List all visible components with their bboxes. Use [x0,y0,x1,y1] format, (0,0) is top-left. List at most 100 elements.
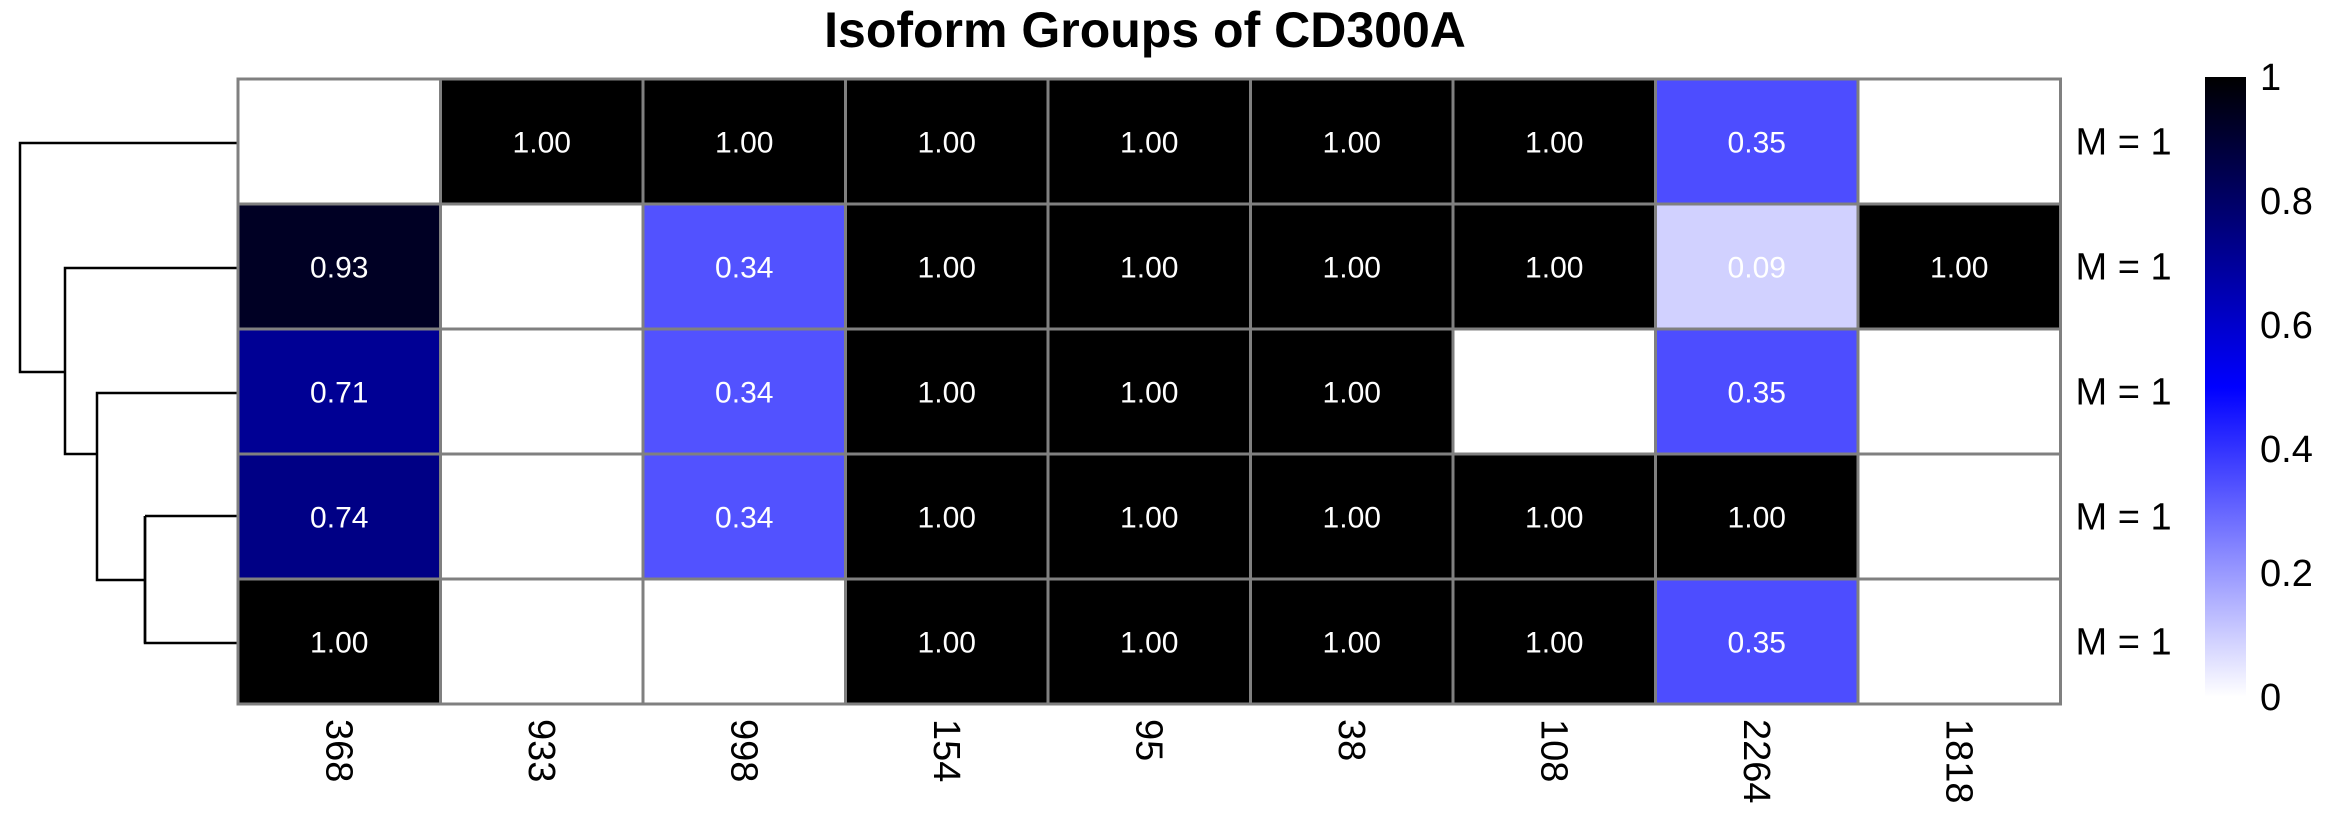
cell-value-label: 1.00 [310,627,368,660]
cell-value-label: 1.00 [1323,127,1381,160]
cell-value-label: 1.00 [918,252,976,285]
row-label: M = 1 [2076,372,2172,414]
cell-value-label: 1.00 [715,127,773,160]
heatmap-cell [1451,452,1657,581]
heatmap-cell [439,452,645,581]
cell-value-label: 1.00 [918,502,976,535]
heatmap-cell [844,327,1050,456]
heatmap-cell [439,202,645,331]
legend-tick-label: 0.8 [2260,181,2313,223]
heatmap-cells: 1.00 1.00 1.00 1.00 1.00 1.00 0.35 0.93 0.34 1.00… [236,77,2062,706]
heatmap-cell [641,452,847,581]
cell-value-label: 1.00 [918,627,976,660]
heatmap-cell [1046,452,1252,581]
cell-value-label: 1.00 [918,127,976,160]
cell-value-label: 1.00 [918,377,976,410]
heatmap-cell [1451,77,1657,206]
heatmap-cell [1654,452,1860,581]
heatmap-cell [1046,327,1252,456]
legend-tick-label: 1 [2260,57,2281,99]
heatmap-cell [1856,327,2062,456]
heatmap-cell [439,77,645,206]
row-dendrogram [18,141,237,645]
row-label: M = 1 [2076,622,2172,664]
cell-value-label: 0.34 [715,252,773,285]
heatmap-cell [439,577,645,706]
chart-title: Isoform Groups of CD300A [824,2,1466,58]
heatmap-cell [236,202,442,331]
cell-value-label: 1.00 [1525,127,1583,160]
legend-tick-label: 0.4 [2260,429,2313,471]
heatmap-cell [1046,577,1252,706]
heatmap-cell [1856,452,2062,581]
column-label: 933 [520,719,562,782]
heatmap-cell [1856,577,2062,706]
dendrogram-branch [18,141,237,256]
heatmap-cell [641,327,847,456]
cell-value-label: 1.00 [1323,377,1381,410]
cell-value-label: 1.00 [513,127,571,160]
heatmap-cell [439,327,645,456]
heatmap-cell [844,77,1050,206]
heatmap-cell [236,577,442,706]
dendrogram-branch [63,266,237,330]
cell-value-label: 0.34 [715,377,773,410]
cell-value-label: 0.74 [310,502,368,535]
column-label: 1818 [1937,719,1979,804]
cell-value-label: 1.00 [1728,502,1786,535]
cell-value-label: 0.35 [1728,127,1786,160]
cell-value-label: 0.09 [1728,252,1786,285]
heatmap-cell [236,452,442,581]
heatmap-cell [236,77,442,206]
row-label: M = 1 [2076,497,2172,539]
column-label: 38 [1330,719,1372,761]
cell-value-label: 1.00 [1930,252,1988,285]
cell-value-label: 0.34 [715,502,773,535]
cell-value-label: 1.00 [1323,252,1381,285]
cell-value-label: 1.00 [1323,627,1381,660]
legend-tick-label: 0.6 [2260,305,2313,347]
heatmap-cell [1654,577,1860,706]
column-label: 108 [1532,719,1574,782]
heatmap-cell [1451,327,1657,456]
heatmap-cell [641,77,847,206]
cell-value-label: 1.00 [1120,627,1178,660]
heatmap-cell [1249,202,1455,331]
heatmap-cell [236,327,442,456]
cell-value-label: 1.00 [1323,502,1381,535]
heatmap-cell [1249,327,1455,456]
dendrogram-branch [95,391,237,454]
cell-value-label: 1.00 [1120,502,1178,535]
column-labels: 368 933 998 154 95 38 108 2264 1818 [317,719,1979,804]
dendrogram-branch [143,514,237,643]
legend-tick-label: 0.2 [2260,553,2313,595]
cell-value-label: 0.93 [310,252,368,285]
heatmap-cell [641,577,847,706]
cell-value-label: 1.00 [1120,127,1178,160]
cell-value-label: 1.00 [1525,252,1583,285]
cell-value-label: 1.00 [1525,627,1583,660]
row-label: M = 1 [2076,247,2172,289]
cell-value-label: 1.00 [1120,252,1178,285]
row-label: M = 1 [2076,122,2172,164]
heatmap-cell [1856,77,2062,206]
row-labels: M = 1 M = 1 M = 1 M = 1 M = 1 [2076,122,2172,664]
column-label: 368 [317,719,359,782]
dendrogram-branch [63,330,97,456]
cell-value-label: 1.00 [1525,502,1583,535]
column-label: 95 [1127,719,1169,761]
legend-tick-label: 0 [2260,677,2281,719]
column-label: 154 [925,719,967,782]
column-label: 2264 [1735,719,1777,804]
color-legend-bar [2205,77,2246,697]
heatmap-cell [844,202,1050,331]
cell-value-label: 1.00 [1120,377,1178,410]
dendrogram-branch [18,256,65,374]
cell-value-label: 0.71 [310,377,368,410]
column-label: 998 [722,719,764,782]
heatmap-cell [1654,202,1860,331]
color-legend: 0 0.2 0.4 0.6 0.8 1 [2205,57,2313,719]
dendrogram-branch [95,454,145,582]
cell-value-label: 0.35 [1728,627,1786,660]
